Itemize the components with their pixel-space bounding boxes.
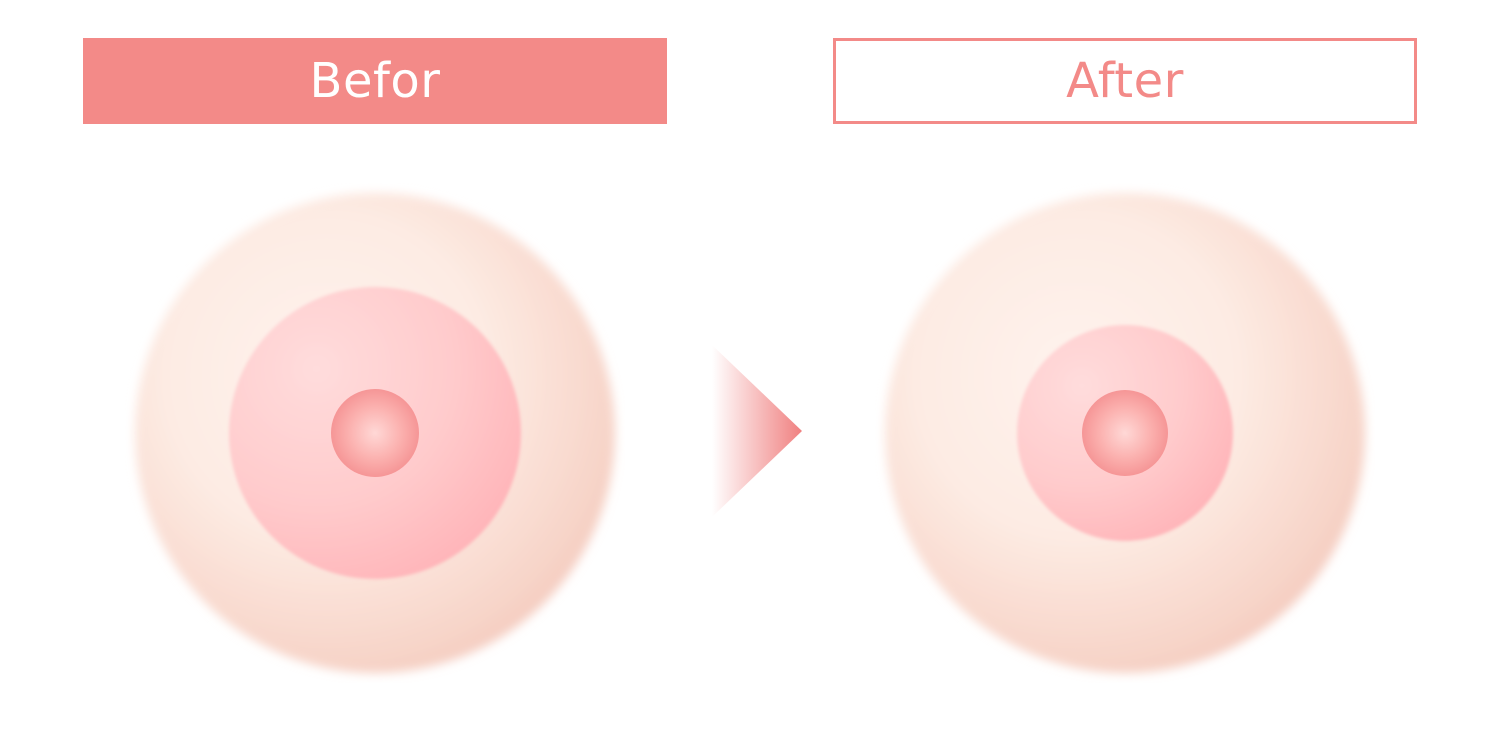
- before-nipple-circle: [331, 389, 419, 477]
- after-nipple-circle: [1082, 390, 1168, 476]
- after-illustration: [875, 183, 1375, 683]
- after-label: After: [833, 38, 1417, 124]
- before-label: Befor: [83, 38, 667, 124]
- before-label-text: Befor: [310, 53, 441, 109]
- after-label-text: After: [1066, 53, 1184, 109]
- before-illustration: [125, 183, 625, 683]
- arrow-right-icon: [712, 345, 804, 517]
